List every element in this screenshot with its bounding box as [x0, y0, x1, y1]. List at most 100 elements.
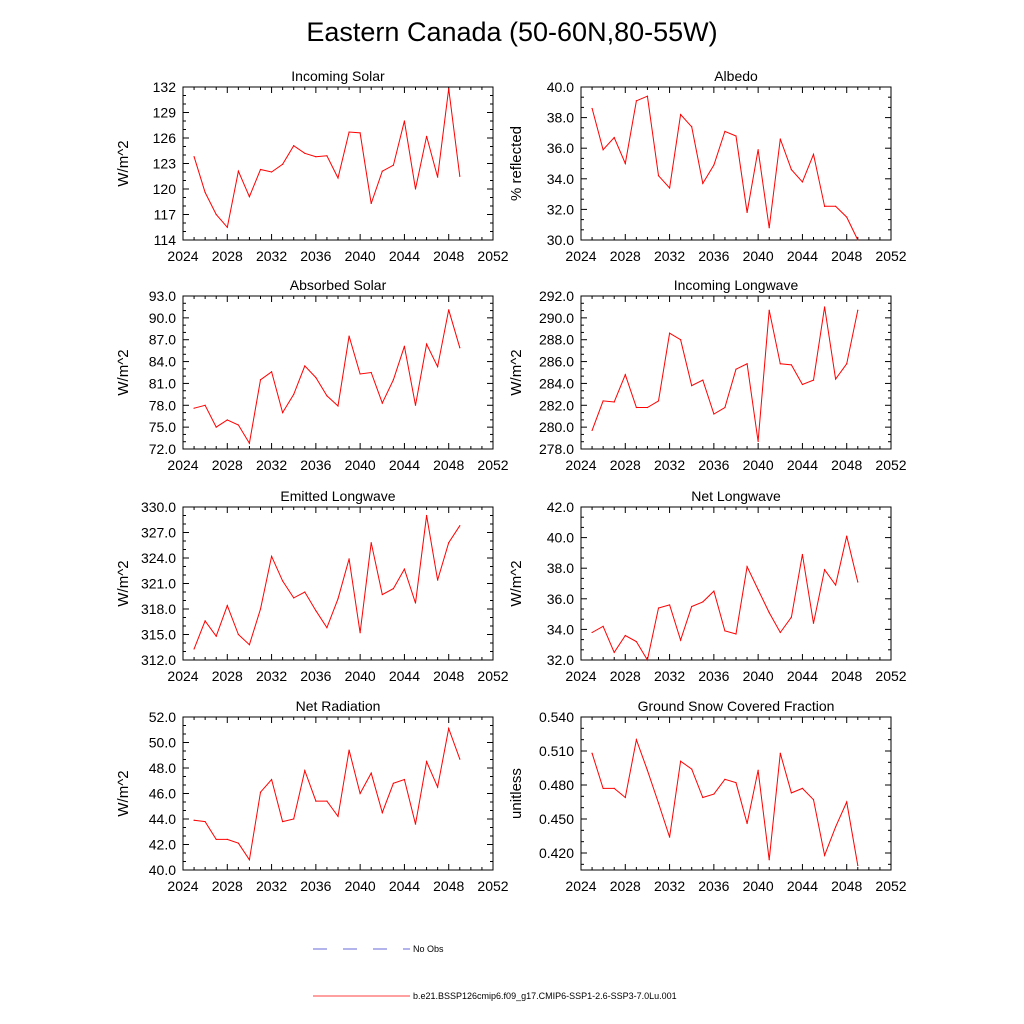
- ground-snow-covered-fraction-data-point: [657, 802, 660, 804]
- net-radiation-xtick-label: 2028: [212, 878, 243, 894]
- net-longwave-data-point: [812, 622, 815, 624]
- net-longwave-xtick-label: 2036: [698, 668, 729, 684]
- emitted-longwave-data-point: [259, 608, 262, 610]
- albedo-ytick-label: 40.0: [547, 79, 574, 95]
- incoming-solar-ytick-label: 117: [154, 207, 177, 223]
- emitted-longwave-data-point: [348, 558, 350, 560]
- albedo-data-point: [835, 205, 837, 207]
- ground-snow-covered-fraction-data-point: [790, 792, 792, 794]
- albedo-data-point: [746, 211, 748, 214]
- albedo-series-line: [591, 95, 859, 241]
- incoming-solar-data-point: [270, 171, 273, 173]
- incoming-solar-title: Incoming Solar: [291, 68, 385, 84]
- albedo-data-point: [646, 95, 649, 97]
- ground-snow-covered-fraction-ytick-label: 0.540: [539, 709, 574, 725]
- albedo-xtick-label: 2028: [610, 248, 641, 264]
- emitted-longwave-ytick-label: 315.0: [141, 627, 176, 643]
- net-radiation-data-point: [359, 792, 361, 795]
- net-radiation-data-point: [282, 820, 284, 823]
- ground-snow-covered-fraction-ytick-label: 0.510: [539, 743, 574, 759]
- incoming-solar-ytick-label: 126: [153, 130, 177, 146]
- net-longwave-xtick-label: 2040: [743, 668, 774, 684]
- incoming-longwave-xtick-label: 2052: [875, 457, 906, 473]
- emitted-longwave-xtick-label: 2052: [477, 668, 508, 684]
- incoming-solar-ytick-label: 123: [153, 156, 177, 172]
- emitted-longwave-data-point: [337, 598, 339, 600]
- ground-snow-covered-fraction-plot-frame: [580, 716, 892, 871]
- net-radiation-ytick-label: 50.0: [149, 735, 176, 751]
- net-longwave-title: Net Longwave: [691, 488, 781, 504]
- albedo-data-point: [635, 100, 637, 102]
- ground-snow-covered-fraction-xtick-label: 2032: [654, 878, 685, 894]
- absorbed-solar-data-point: [337, 405, 339, 407]
- absorbed-solar-xtick-label: 2040: [345, 457, 376, 473]
- net-longwave-data-point: [735, 633, 737, 635]
- albedo-data-point: [790, 169, 792, 171]
- albedo-data-point: [602, 149, 604, 151]
- incoming-longwave-ytick-label: 288.0: [539, 332, 574, 348]
- net-longwave-data-point: [857, 581, 859, 583]
- albedo-ytick-label: 32.0: [547, 201, 574, 217]
- absorbed-solar-data-point: [226, 419, 228, 421]
- incoming-solar-xtick-label: 2024: [167, 248, 198, 264]
- net-radiation-data-point: [270, 778, 273, 781]
- incoming-longwave-data-point: [724, 406, 726, 409]
- emitted-longwave-data-point: [204, 620, 206, 622]
- ground-snow-covered-fraction-xtick-label: 2040: [743, 878, 774, 894]
- absorbed-solar-panel: Absorbed Solar 2024 2028 2032 2036 2040 2044 20…: [115, 277, 509, 473]
- emitted-longwave-xtick-label: 2024: [167, 668, 198, 684]
- albedo-xtick-label: 2024: [565, 248, 596, 264]
- absorbed-solar-data-point: [448, 309, 450, 311]
- absorbed-solar-xtick-label: 2048: [433, 457, 464, 473]
- net-longwave-data-point: [746, 566, 748, 568]
- net-longwave-xtick-label: 2044: [787, 668, 818, 684]
- ground-snow-covered-fraction-data-point: [613, 787, 615, 790]
- net-radiation-ytick-label: 52.0: [149, 709, 176, 725]
- albedo-xtick-label: 2036: [698, 248, 729, 264]
- albedo-data-point: [812, 153, 815, 155]
- net-longwave-data-point: [757, 589, 759, 591]
- absorbed-solar-data-point: [270, 371, 273, 373]
- net-radiation-xtick-label: 2052: [477, 878, 508, 894]
- emitted-longwave-plot-frame: [182, 506, 494, 661]
- net-radiation-data-point: [326, 800, 328, 802]
- absorbed-solar-data-point: [392, 379, 394, 381]
- legend: No Obs b.e21.BSSP126cmip6.f09_g17.CMIP6-…: [313, 944, 677, 1001]
- albedo-data-point: [724, 130, 726, 132]
- incoming-longwave-xtick-label: 2044: [787, 457, 818, 473]
- incoming-longwave-data-point: [790, 364, 792, 366]
- net-radiation-data-point: [226, 838, 228, 841]
- incoming-solar-ytick-label: 129: [153, 105, 177, 121]
- ground-snow-covered-fraction-data-point: [691, 768, 693, 770]
- net-longwave-panel: Net Longwave 2024 2028 2032 2036 2040 2044 2048…: [508, 488, 907, 684]
- net-radiation-xtick-label: 2040: [345, 878, 376, 894]
- net-radiation-xtick-label: 2032: [256, 878, 287, 894]
- absorbed-solar-xtick-label: 2032: [256, 457, 287, 473]
- absorbed-solar-data-point: [403, 345, 406, 347]
- net-radiation-xtick-label: 2048: [433, 878, 464, 894]
- incoming-longwave-ytick-label: 284.0: [539, 375, 574, 391]
- absorbed-solar-data-point: [204, 404, 206, 406]
- incoming-solar-data-point: [237, 170, 239, 172]
- net-longwave-data-point: [624, 634, 626, 637]
- panels: Incoming Solar 2024 2028 2032 2036 2040 2044 20…: [115, 68, 907, 894]
- albedo-data-point: [680, 113, 682, 116]
- ground-snow-covered-fraction-xtick-label: 2048: [831, 878, 862, 894]
- emitted-longwave-ytick-label: 318.0: [141, 601, 176, 617]
- ground-snow-covered-fraction-xtick-label: 2052: [875, 878, 906, 894]
- ground-snow-covered-fraction-data-point: [680, 760, 682, 762]
- emitted-longwave-data-point: [459, 525, 461, 527]
- net-radiation-xtick-label: 2044: [389, 878, 420, 894]
- net-longwave-ytick-label: 38.0: [547, 560, 574, 576]
- albedo-data-point: [702, 182, 704, 184]
- net-longwave-ytick-label: 34.0: [547, 621, 574, 637]
- ground-snow-covered-fraction-data-point: [635, 739, 637, 741]
- emitted-longwave-data-point: [425, 514, 428, 517]
- albedo-data-point: [668, 187, 671, 189]
- absorbed-solar-ytick-label: 87.0: [149, 332, 176, 348]
- emitted-longwave-data-point: [370, 542, 372, 544]
- net-longwave-ylabel: W/m^2: [508, 560, 525, 606]
- absorbed-solar-ytick-label: 72.0: [149, 441, 176, 457]
- incoming-longwave-ytick-label: 280.0: [539, 419, 574, 435]
- albedo-ytick-label: 36.0: [547, 140, 574, 156]
